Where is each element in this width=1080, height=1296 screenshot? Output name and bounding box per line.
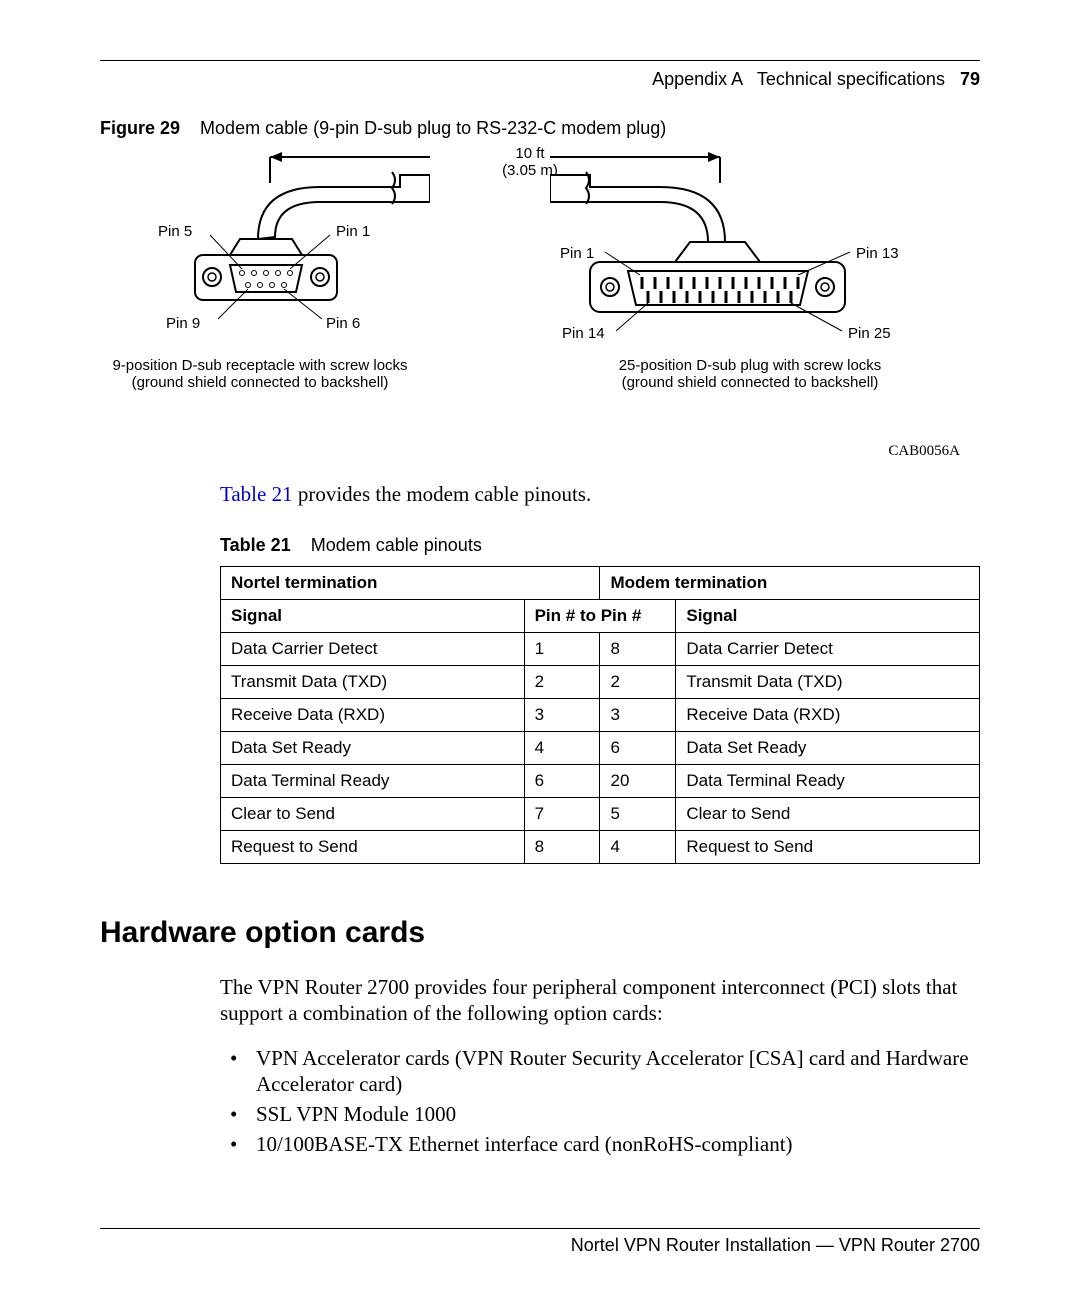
pin13-label: Pin 13 — [856, 245, 899, 262]
list-item: 10/100BASE-TX Ethernet interface card (n… — [220, 1131, 990, 1157]
page-footer: Nortel VPN Router Installation — VPN Rou… — [100, 1228, 980, 1256]
th-modem: Modem termination — [600, 567, 980, 600]
th-signal-r: Signal — [676, 600, 980, 633]
th-pin: Pin # to Pin # — [524, 600, 676, 633]
footer-text: Nortel VPN Router Installation — VPN Rou… — [100, 1235, 980, 1256]
list-item: SSL VPN Module 1000 — [220, 1101, 990, 1127]
db9-connector-icon — [170, 147, 430, 337]
table-row: Transmit Data (TXD) 2 2 Transmit Data (T… — [221, 666, 980, 699]
table-row: Data Carrier Detect 1 8 Data Carrier Det… — [221, 633, 980, 666]
pin5-label: Pin 5 — [158, 223, 192, 240]
table-row: Data Terminal Ready 6 20 Data Terminal R… — [221, 765, 980, 798]
section-heading: Hardware option cards — [100, 916, 990, 950]
th-signal-l: Signal — [221, 600, 525, 633]
header-rule — [100, 60, 980, 61]
figure-id: CAB0056A — [90, 443, 960, 460]
table-caption-text: Modem cable pinouts — [311, 535, 482, 555]
table-header-row-2: Signal Pin # to Pin # Signal — [221, 600, 980, 633]
left-connector-caption: 9-position D-sub receptacle with screw l… — [80, 357, 440, 391]
section-paragraph: The VPN Router 2700 provides four periph… — [220, 974, 990, 1027]
pin9-label: Pin 9 — [166, 315, 200, 332]
figure-caption-text: Modem cable (9-pin D-sub plug to RS-232-… — [200, 118, 666, 138]
header-title: Technical specifications — [757, 69, 945, 89]
intro-paragraph: Table 21 provides the modem cable pinout… — [220, 482, 990, 507]
figure-label: Figure 29 — [100, 118, 180, 138]
pinout-table: Nortel termination Modem termination Sig… — [220, 566, 980, 864]
appendix-label: Appendix A — [652, 69, 742, 89]
table-caption: Table 21 Modem cable pinouts — [220, 535, 990, 556]
table-link[interactable]: Table 21 — [220, 482, 293, 506]
table-label: Table 21 — [220, 535, 291, 555]
list-item: VPN Accelerator cards (VPN Router Securi… — [220, 1045, 990, 1098]
th-nortel: Nortel termination — [221, 567, 600, 600]
footer-rule — [100, 1228, 980, 1229]
table-row: Receive Data (RXD) 3 3 Receive Data (RXD… — [221, 699, 980, 732]
cable-diagram: 10 ft (3.05 m) — [90, 147, 970, 437]
pin1r-label: Pin 1 — [560, 245, 594, 262]
pin14-label: Pin 14 — [562, 325, 605, 342]
table-header-row-1: Nortel termination Modem termination — [221, 567, 980, 600]
table-row: Request to Send 8 4 Request to Send — [221, 831, 980, 864]
length-ft: 10 ft — [515, 145, 544, 162]
page-header: Appendix A Technical specifications 79 — [90, 69, 980, 90]
pin1-label: Pin 1 — [336, 223, 370, 240]
page-number: 79 — [960, 69, 980, 89]
table-row: Clear to Send 7 5 Clear to Send — [221, 798, 980, 831]
pin25-label: Pin 25 — [848, 325, 891, 342]
right-connector-caption: 25-position D-sub plug with screw locks … — [570, 357, 930, 391]
option-list: VPN Accelerator cards (VPN Router Securi… — [220, 1045, 990, 1158]
table-row: Data Set Ready 4 6 Data Set Ready — [221, 732, 980, 765]
figure-caption: Figure 29 Modem cable (9-pin D-sub plug … — [100, 118, 990, 139]
section-body: The VPN Router 2700 provides four periph… — [220, 974, 990, 1158]
pin6-label: Pin 6 — [326, 315, 360, 332]
